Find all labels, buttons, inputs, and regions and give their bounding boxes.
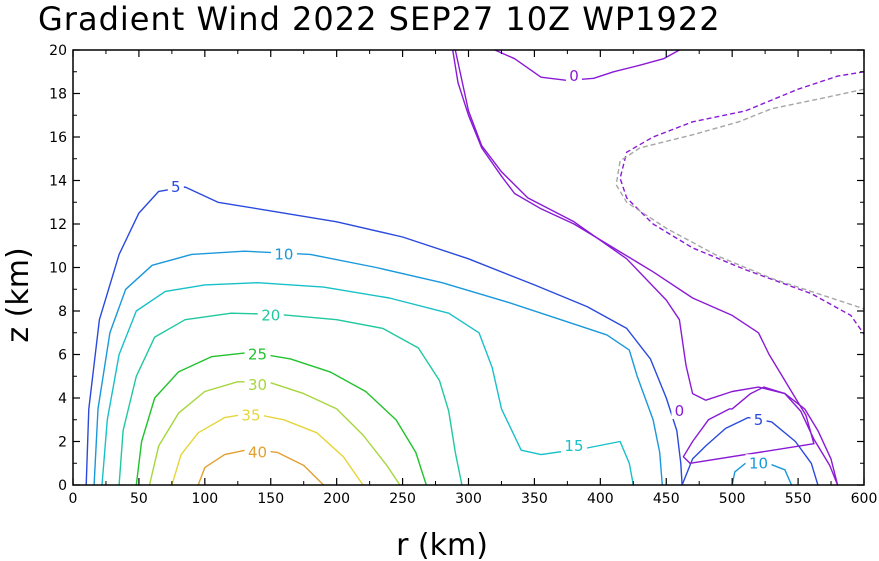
contour-label-bg bbox=[244, 375, 271, 393]
contour-label-bg bbox=[237, 406, 264, 424]
contour-line-12 bbox=[494, 50, 680, 82]
y-tick-label: 4 bbox=[58, 391, 67, 407]
contour-label: 0 bbox=[569, 67, 579, 85]
y-tick-label: 18 bbox=[49, 87, 67, 103]
x-tick-label: 250 bbox=[389, 491, 416, 507]
contour-label-bg bbox=[257, 306, 284, 324]
contour-line-8 bbox=[85, 186, 683, 485]
contour-label-bg bbox=[244, 345, 271, 363]
x-tick-label: 450 bbox=[653, 491, 680, 507]
contour-label: 25 bbox=[248, 346, 267, 364]
contour-line-3 bbox=[135, 351, 427, 485]
contour-label-bg bbox=[244, 443, 271, 461]
x-tick-label: 300 bbox=[455, 491, 482, 507]
y-tick-label: 8 bbox=[58, 304, 67, 320]
contour-line-9 bbox=[681, 416, 819, 485]
x-axis-label: r (km) bbox=[396, 528, 488, 561]
contour-label-bg bbox=[167, 178, 184, 196]
x-tick-label: 150 bbox=[257, 491, 284, 507]
x-tick-label: 500 bbox=[719, 491, 746, 507]
contour-label: 10 bbox=[749, 454, 768, 472]
y-tick-label: 14 bbox=[49, 174, 67, 190]
contour-line-14 bbox=[615, 88, 864, 310]
contour-line-13 bbox=[619, 71, 864, 336]
contour-label: 35 bbox=[241, 406, 260, 424]
contour-label-bg bbox=[560, 436, 587, 454]
x-tick-label: 50 bbox=[130, 491, 148, 507]
contour-label: 0 bbox=[675, 402, 685, 420]
contour-label: 40 bbox=[248, 443, 267, 461]
contour-label: 20 bbox=[261, 306, 280, 324]
contour-line-11 bbox=[454, 50, 839, 485]
contour-label: 15 bbox=[564, 437, 583, 455]
contour-line-6 bbox=[93, 250, 663, 485]
x-tick-label: 350 bbox=[521, 491, 548, 507]
y-tick-label: 12 bbox=[49, 217, 67, 233]
x-tick-label: 400 bbox=[587, 491, 614, 507]
y-tick-label: 16 bbox=[49, 130, 67, 146]
contour-label-bg bbox=[750, 410, 767, 428]
y-tick-label: 2 bbox=[58, 435, 67, 451]
contour-label-bg bbox=[671, 402, 688, 420]
y-axis-label: z (km) bbox=[1, 247, 36, 342]
contour-label: 5 bbox=[754, 411, 764, 429]
contour-label-bg bbox=[565, 67, 582, 85]
y-tick-label: 6 bbox=[58, 348, 67, 364]
contour-label: 5 bbox=[171, 178, 181, 196]
contour-label-bg bbox=[270, 245, 297, 263]
contour-label: 10 bbox=[274, 245, 293, 263]
contour-line-5 bbox=[101, 282, 634, 485]
contour-label: 30 bbox=[248, 376, 267, 394]
y-tick-label: 10 bbox=[49, 261, 67, 277]
x-tick-label: 0 bbox=[69, 491, 78, 507]
x-tick-label: 100 bbox=[191, 491, 218, 507]
contour-lines bbox=[85, 50, 864, 485]
chart-title: Gradient Wind 2022 SEP27 10Z WP1922 bbox=[38, 0, 721, 38]
contour-line-10 bbox=[452, 50, 839, 485]
x-tick-label: 600 bbox=[851, 491, 878, 507]
contour-line-2 bbox=[148, 381, 401, 485]
x-tick-label: 550 bbox=[785, 491, 812, 507]
contour-line-4 bbox=[118, 312, 463, 485]
x-tick-label: 200 bbox=[323, 491, 350, 507]
contour-labels: 40 35 30 25 20 15 10 10 5 5 0 0 bbox=[167, 67, 772, 472]
y-tick-label: 20 bbox=[49, 43, 67, 59]
contour-label-bg bbox=[745, 454, 772, 472]
y-tick-label: 0 bbox=[58, 478, 67, 494]
